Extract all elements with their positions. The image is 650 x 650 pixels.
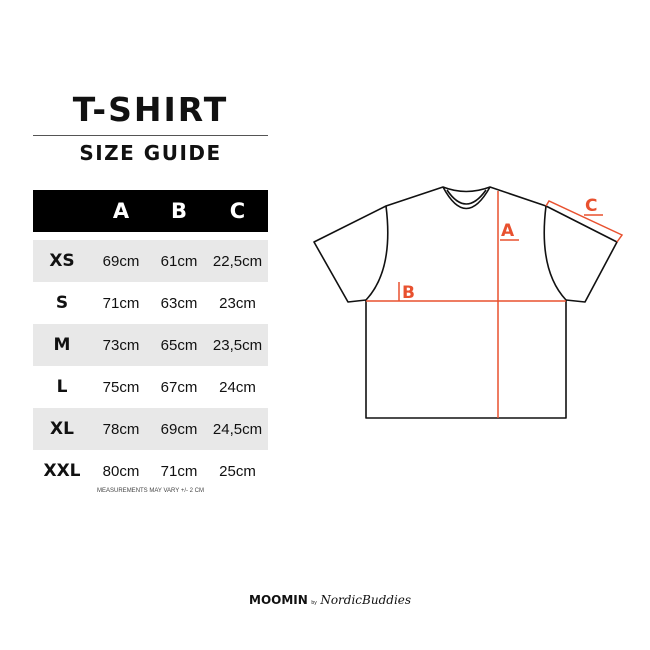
label-c: C — [585, 196, 597, 216]
header-cell: C — [229, 199, 246, 223]
size-label: XL — [50, 419, 74, 439]
table-row: XS 69cm 61cm 22,5cm — [33, 240, 268, 282]
measurement-cell: 65cm — [160, 336, 198, 354]
measurement-cell: 75cm — [102, 378, 140, 396]
measurement-cell: 71cm — [160, 462, 198, 480]
logo-by: by — [311, 600, 317, 606]
logo-moomin: MOOMIN — [249, 593, 308, 607]
header-cell: B — [170, 199, 187, 223]
label-b: B — [402, 283, 415, 303]
neckline — [442, 186, 491, 210]
table-row: XXL 80cm 71cm 25cm — [33, 450, 268, 492]
measurement-cell: 67cm — [160, 378, 198, 396]
label-a: A — [501, 221, 515, 241]
measurement-cell: 69cm — [160, 420, 198, 438]
measurement-cell: 23,5cm — [212, 336, 263, 354]
page-subtitle: SIZE GUIDE — [79, 141, 222, 165]
measurement-cell: 61cm — [160, 252, 198, 270]
brand-logo: MOOMIN by NordicBuddies — [249, 592, 411, 607]
measurement-cell: 80cm — [102, 462, 140, 480]
size-label: M — [53, 335, 71, 355]
measurement-cell: 25cm — [219, 462, 256, 480]
measurement-cell: 78cm — [102, 420, 140, 438]
size-label: S — [55, 293, 69, 313]
page-title: T-SHIRT — [72, 90, 229, 129]
measurement-cell: 24,5cm — [212, 420, 263, 438]
measurement-cell: 63cm — [160, 294, 198, 312]
measure-line-c — [545, 200, 624, 243]
measurement-cell: 71cm — [102, 294, 140, 312]
measurement-note: MEASUREMENTS MAY VARY +/- 2 CM — [97, 488, 204, 494]
size-label: XXL — [43, 461, 81, 481]
tshirt-outline — [313, 186, 618, 419]
measurement-cell: 69cm — [102, 252, 140, 270]
measurement-cell: 73cm — [102, 336, 140, 354]
header-cell: A — [112, 199, 130, 223]
table-header: A B C — [33, 190, 268, 232]
table-row: S 71cm 63cm 23cm — [33, 282, 268, 324]
measurement-cell: 24cm — [219, 378, 256, 396]
table-row: XL 78cm 69cm 24,5cm — [33, 408, 268, 450]
sleeve-seam-left — [365, 205, 389, 301]
size-label: L — [56, 377, 68, 397]
sleeve-seam-right — [543, 205, 567, 301]
measurement-cell: 22,5cm — [212, 252, 263, 270]
table-row: M 73cm 65cm 23,5cm — [33, 324, 268, 366]
logo-nordicbuddies: NordicBuddies — [320, 593, 412, 607]
measurement-cell: 23cm — [219, 294, 256, 312]
divider — [33, 135, 268, 136]
size-table: A B C XS 69cm 61cm 22,5cm S 71cm 63cm 23cm M 73cm… — [33, 190, 268, 492]
size-label: XS — [49, 251, 75, 271]
table-row: L 75cm 67cm 24cm — [33, 366, 268, 408]
